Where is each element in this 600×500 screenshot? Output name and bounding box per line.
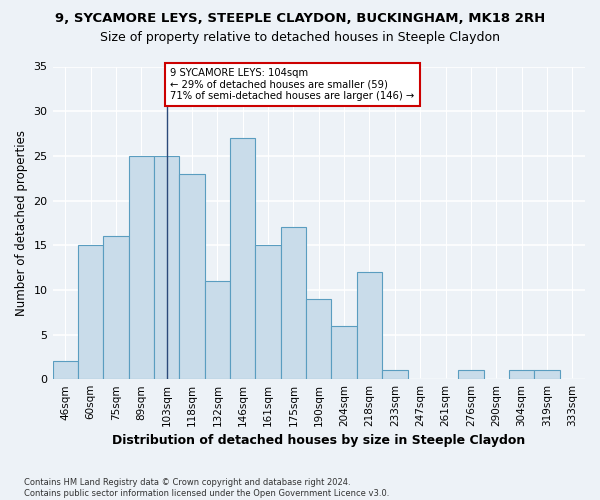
Bar (103, 236, 128, 379)
Text: 9 SYCAMORE LEYS: 104sqm
← 29% of detached houses are smaller (59)
71% of semi-de: 9 SYCAMORE LEYS: 104sqm ← 29% of detache… (170, 68, 415, 102)
Text: Contains HM Land Registry data © Crown copyright and database right 2024.
Contai: Contains HM Land Registry data © Crown c… (24, 478, 389, 498)
Bar (357, 272, 382, 379)
Bar (306, 299, 331, 379)
Bar (534, 370, 560, 379)
Bar (458, 370, 484, 379)
Bar (230, 138, 256, 379)
Text: Size of property relative to detached houses in Steeple Claydon: Size of property relative to detached ho… (100, 31, 500, 44)
Text: 9, SYCAMORE LEYS, STEEPLE CLAYDON, BUCKINGHAM, MK18 2RH: 9, SYCAMORE LEYS, STEEPLE CLAYDON, BUCKI… (55, 12, 545, 26)
Bar (78, 245, 103, 379)
Bar (154, 156, 179, 379)
Bar (331, 326, 357, 379)
Bar (382, 370, 407, 379)
Y-axis label: Number of detached properties: Number of detached properties (15, 130, 28, 316)
Bar (205, 281, 230, 379)
Bar (128, 156, 154, 379)
Bar (509, 370, 534, 379)
X-axis label: Distribution of detached houses by size in Steeple Claydon: Distribution of detached houses by size … (112, 434, 526, 448)
Bar (53, 362, 78, 379)
Bar (281, 228, 306, 379)
Bar (179, 174, 205, 379)
Bar (256, 245, 281, 379)
